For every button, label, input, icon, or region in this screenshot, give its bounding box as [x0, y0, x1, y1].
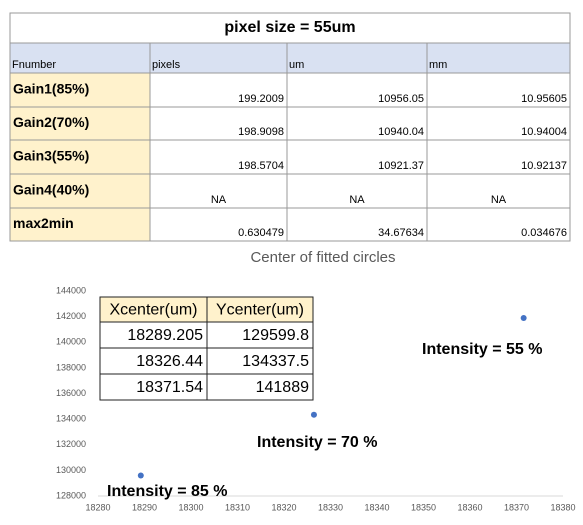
- inset-value: 129599.8: [242, 327, 309, 344]
- y-tick-label: 140000: [56, 337, 86, 347]
- column-header: pixels: [152, 59, 181, 71]
- data-cell: [286, 173, 428, 209]
- column-header: Fnumber: [12, 59, 56, 71]
- inset-value: 141889: [256, 379, 309, 396]
- y-tick-label: 136000: [56, 388, 86, 398]
- inset-value: 134337.5: [242, 353, 309, 370]
- inset-cell: [99, 321, 208, 349]
- inset-header: Xcenter(um): [109, 302, 197, 319]
- data-cell: [286, 139, 428, 175]
- annotation: Intensity = 70 %: [257, 434, 378, 451]
- inset-cell: [206, 321, 314, 349]
- data-cell: [426, 173, 571, 209]
- row-label-cell: [9, 139, 151, 175]
- row-label: Gain4(40%): [13, 182, 89, 198]
- x-tick-label: 18280: [85, 502, 110, 512]
- cell-value: 10921.37: [378, 160, 424, 172]
- x-tick-label: 18320: [271, 502, 296, 512]
- cell-value: 10940.04: [378, 126, 424, 138]
- row-label-cell: [9, 207, 151, 242]
- cell-value: NA: [491, 194, 507, 206]
- cell-value: 198.9098: [238, 126, 284, 138]
- cell-value: 10.92137: [521, 160, 567, 172]
- x-tick-label: 18300: [178, 502, 203, 512]
- cell-value: 199.2009: [238, 93, 284, 105]
- x-tick-label: 18360: [457, 502, 482, 512]
- y-tick-label: 138000: [56, 362, 86, 372]
- data-cell: [426, 207, 571, 242]
- header-cell: [9, 42, 151, 74]
- y-tick-label: 132000: [56, 439, 86, 449]
- inset-value: 18289.205: [127, 327, 203, 344]
- row-label: Gain2(70%): [13, 114, 89, 130]
- data-cell: [286, 72, 428, 108]
- data-cell: [286, 207, 428, 242]
- annotation: Intensity = 85 %: [107, 483, 228, 500]
- inset-value: 18371.54: [136, 379, 203, 396]
- cell-value: NA: [211, 194, 227, 206]
- inset-cell: [99, 347, 208, 375]
- inset-header-cell: [206, 296, 314, 323]
- cell-value: 10.95605: [521, 93, 567, 105]
- row-label: Gain3(55%): [13, 148, 89, 164]
- data-point: [137, 472, 144, 479]
- cell-value: 0.034676: [521, 227, 567, 239]
- data-cell: [286, 106, 428, 141]
- header-cell: [286, 42, 428, 74]
- x-tick-label: 18290: [132, 502, 157, 512]
- x-tick-label: 18330: [318, 502, 343, 512]
- inset-cell: [206, 373, 314, 401]
- row-label-cell: [9, 173, 151, 209]
- y-tick-label: 130000: [56, 465, 86, 475]
- cell-value: 10.94004: [521, 126, 567, 138]
- data-point: [310, 411, 317, 418]
- annotation: Intensity = 55 %: [422, 341, 543, 358]
- x-tick-label: 18380: [550, 502, 575, 512]
- inset-value: 18326.44: [136, 353, 203, 370]
- y-tick-label: 144000: [56, 285, 86, 295]
- y-tick-label: 134000: [56, 414, 86, 424]
- inset-cell: [99, 373, 208, 401]
- data-cell: [149, 173, 288, 209]
- inset-cell: [206, 347, 314, 375]
- table-title: pixel size = 55um: [224, 19, 355, 36]
- column-header: mm: [429, 59, 447, 71]
- row-label-cell: [9, 106, 151, 141]
- x-tick-label: 18340: [364, 502, 389, 512]
- x-tick-label: 18310: [225, 502, 250, 512]
- column-header: um: [289, 59, 304, 71]
- row-label: Gain1(85%): [13, 81, 89, 97]
- x-tick-label: 18370: [504, 502, 529, 512]
- cell-value: 198.5704: [238, 160, 284, 172]
- cell-value: 34.67634: [378, 227, 424, 239]
- cell-value: 0.630479: [238, 227, 284, 239]
- inset-header: Ycenter(um): [216, 302, 304, 319]
- y-tick-label: 128000: [56, 490, 86, 500]
- inset-header-cell: [99, 296, 208, 323]
- data-cell: [426, 106, 571, 141]
- data-cell: [149, 207, 288, 242]
- chart-title: Center of fitted circles: [250, 249, 395, 266]
- cell-value: 10956.05: [378, 93, 424, 105]
- x-tick-label: 18350: [411, 502, 436, 512]
- data-point: [520, 315, 527, 322]
- cell-value: NA: [349, 194, 365, 206]
- table-title-cell: [9, 12, 571, 44]
- row-label: max2min: [13, 215, 74, 231]
- y-tick-label: 142000: [56, 311, 86, 321]
- header-cell: [426, 42, 571, 74]
- header-cell: [149, 42, 288, 74]
